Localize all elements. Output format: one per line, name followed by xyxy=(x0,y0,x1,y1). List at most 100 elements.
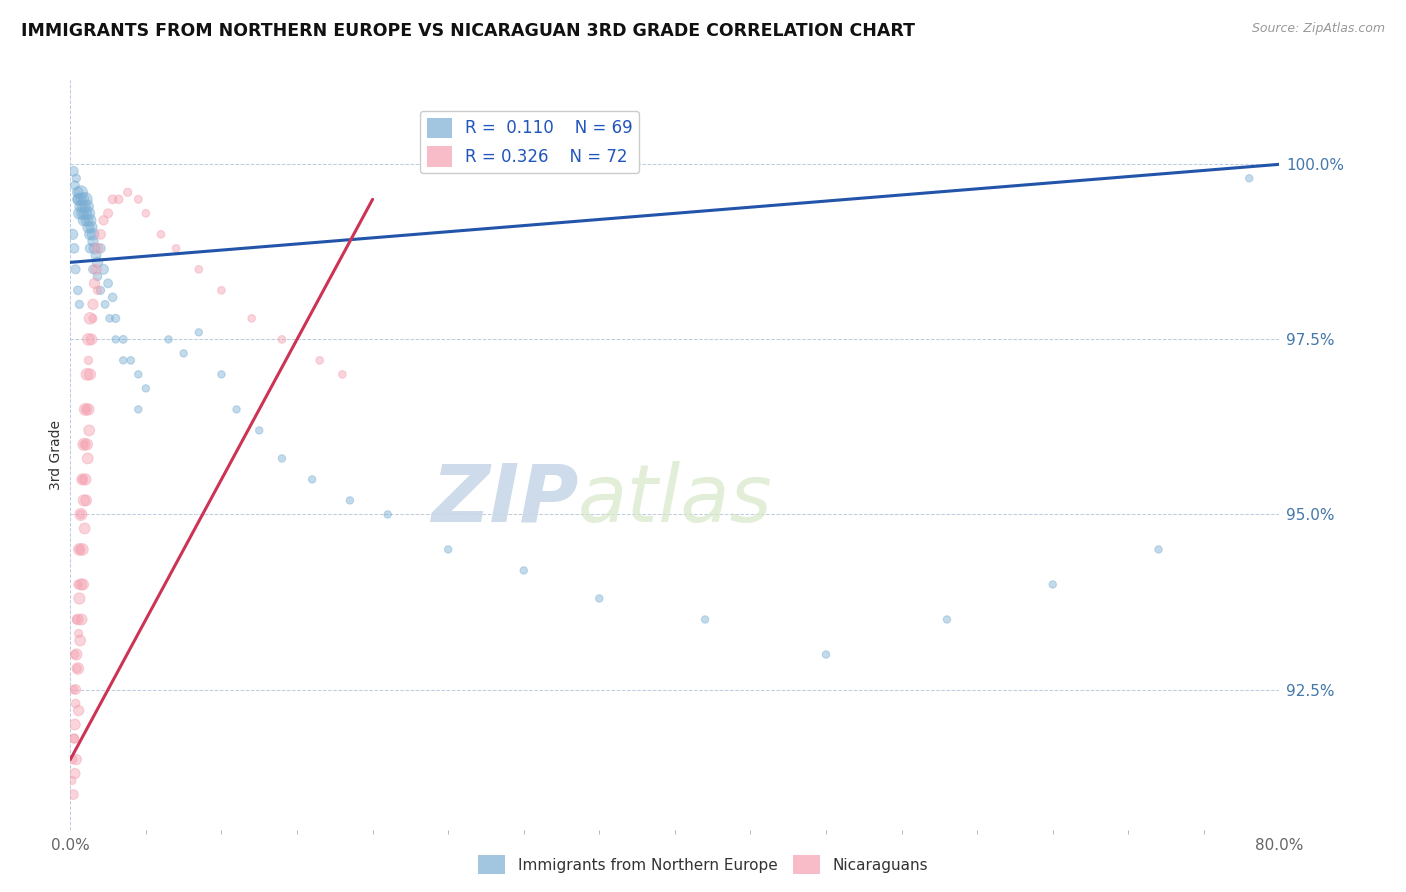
Point xyxy=(127,402,149,417)
Point xyxy=(211,368,233,382)
Point xyxy=(67,542,90,557)
Point xyxy=(62,682,84,697)
Point xyxy=(77,424,100,438)
Point xyxy=(73,521,96,535)
Point xyxy=(120,353,142,368)
Point xyxy=(127,368,149,382)
Point xyxy=(75,206,97,220)
Point xyxy=(75,402,97,417)
Point xyxy=(695,612,717,626)
Point xyxy=(240,311,263,326)
Point xyxy=(301,472,323,486)
Point xyxy=(73,199,96,213)
Point xyxy=(82,235,104,249)
Point xyxy=(97,277,120,291)
Point xyxy=(339,493,361,508)
Point xyxy=(86,269,108,284)
Point xyxy=(65,648,87,662)
Point xyxy=(173,346,195,360)
Point xyxy=(77,220,100,235)
Point xyxy=(72,472,94,486)
Point xyxy=(150,227,173,242)
Point xyxy=(437,542,460,557)
Point xyxy=(63,241,86,255)
Point xyxy=(82,297,104,311)
Point xyxy=(75,402,97,417)
Point xyxy=(93,213,115,227)
Point xyxy=(66,186,89,200)
Point xyxy=(72,472,94,486)
Point xyxy=(73,493,96,508)
Point xyxy=(72,577,94,591)
Point xyxy=(90,241,111,255)
Point xyxy=(187,326,209,340)
Point xyxy=(86,241,108,255)
Point xyxy=(72,206,94,220)
Point xyxy=(77,206,100,220)
Point xyxy=(112,353,135,368)
Point xyxy=(211,284,233,298)
Point xyxy=(66,661,89,675)
Point xyxy=(66,192,89,206)
Point xyxy=(63,766,86,780)
Point xyxy=(72,192,94,206)
Text: atlas: atlas xyxy=(578,461,773,539)
Text: IMMIGRANTS FROM NORTHERN EUROPE VS NICARAGUAN 3RD GRADE CORRELATION CHART: IMMIGRANTS FROM NORTHERN EUROPE VS NICAR… xyxy=(21,22,915,40)
Point xyxy=(63,731,86,746)
Point xyxy=(815,648,838,662)
Point xyxy=(332,368,354,382)
Point xyxy=(63,731,86,746)
Point xyxy=(67,206,90,220)
Point xyxy=(69,633,91,648)
Point xyxy=(1147,542,1170,557)
Point xyxy=(75,493,97,508)
Point xyxy=(76,199,98,213)
Point xyxy=(101,192,124,206)
Point xyxy=(135,206,157,220)
Point xyxy=(90,284,111,298)
Point xyxy=(82,262,104,277)
Point xyxy=(70,612,93,626)
Point xyxy=(77,332,100,346)
Point xyxy=(98,311,121,326)
Point xyxy=(76,368,98,382)
Point xyxy=(83,241,105,255)
Point xyxy=(67,591,90,606)
Point xyxy=(65,612,87,626)
Point xyxy=(62,227,84,242)
Point xyxy=(70,199,93,213)
Point xyxy=(135,381,157,395)
Point xyxy=(112,332,135,346)
Y-axis label: 3rd Grade: 3rd Grade xyxy=(49,420,63,490)
Point xyxy=(513,564,536,578)
Point xyxy=(63,178,86,193)
Point xyxy=(65,682,87,697)
Point xyxy=(76,437,98,451)
Point xyxy=(67,704,90,718)
Point xyxy=(97,206,120,220)
Point xyxy=(117,186,139,200)
Point xyxy=(104,332,127,346)
Point xyxy=(75,192,97,206)
Point xyxy=(79,311,101,326)
Point xyxy=(86,255,108,269)
Point xyxy=(70,508,93,522)
Point xyxy=(187,262,209,277)
Point xyxy=(90,227,111,242)
Point xyxy=(70,508,93,522)
Point xyxy=(67,542,90,557)
Point xyxy=(94,297,117,311)
Point xyxy=(66,612,89,626)
Point xyxy=(65,262,87,277)
Point xyxy=(60,773,83,788)
Point xyxy=(65,697,87,711)
Point xyxy=(83,277,105,291)
Point xyxy=(72,542,94,557)
Legend: R =  0.110    N = 69, R = 0.326    N = 72: R = 0.110 N = 69, R = 0.326 N = 72 xyxy=(420,112,640,173)
Point xyxy=(66,284,89,298)
Point xyxy=(62,752,84,766)
Point xyxy=(377,508,399,522)
Point xyxy=(247,424,270,438)
Point xyxy=(107,192,129,206)
Point xyxy=(82,311,104,326)
